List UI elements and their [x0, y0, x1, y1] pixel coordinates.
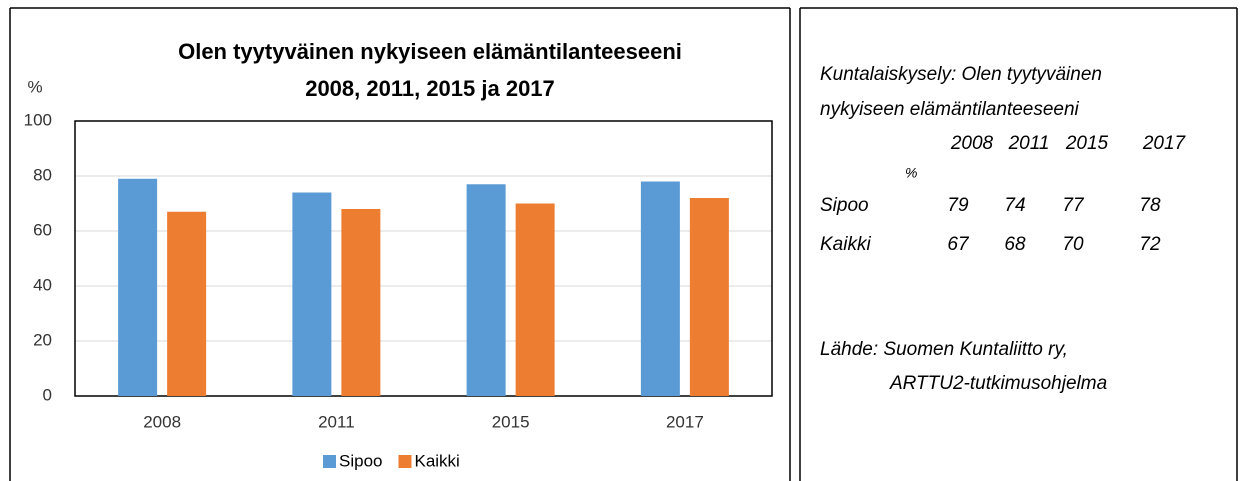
side-unit: % [905, 165, 917, 181]
side-value: 68 [1004, 234, 1026, 255]
side-value: 67 [947, 234, 970, 255]
y-axis-label: % [27, 77, 42, 96]
side-heading: nykyiseen elämäntilanteeseeni [820, 99, 1080, 120]
side-heading: Kuntalaiskysely: Olen tyytyväinen [820, 64, 1102, 85]
chart-title: Olen tyytyväinen nykyiseen elämäntilante… [178, 39, 682, 64]
bar [167, 211, 207, 396]
side-year: 2011 [1008, 133, 1050, 154]
y-tick-label: 0 [43, 385, 52, 404]
side-value: 79 [947, 195, 969, 216]
bar [466, 184, 506, 396]
legend-swatch [323, 455, 336, 468]
bar [640, 181, 680, 396]
legend-label: Sipoo [339, 451, 382, 470]
y-tick-label: 80 [33, 165, 52, 184]
bar [341, 209, 381, 396]
side-value: 78 [1139, 195, 1161, 216]
side-row-label: Sipoo [820, 195, 869, 216]
plot-frame [74, 120, 773, 397]
y-tick-label: 60 [33, 220, 52, 239]
x-tick-label: 2011 [318, 412, 355, 431]
side-year: 2017 [1142, 133, 1187, 154]
chart-title: 2008, 2011, 2015 ja 2017 [305, 76, 555, 101]
side-year: 2008 [950, 133, 994, 154]
side-value: 70 [1062, 234, 1084, 255]
x-tick-label: 2015 [492, 412, 530, 431]
side-source: ARTTU2-tutkimusohjelma [889, 373, 1107, 394]
side-year: 2015 [1065, 133, 1109, 154]
y-tick-label: 100 [24, 110, 52, 129]
bar [689, 198, 729, 396]
bar [515, 203, 555, 396]
x-tick-label: 2008 [143, 412, 181, 431]
y-tick-label: 20 [33, 330, 52, 349]
side-row-label: Kaikki [820, 234, 871, 255]
x-tick-label: 2017 [666, 412, 704, 431]
side-value: 74 [1004, 195, 1025, 216]
side-source: Lähde: Suomen Kuntaliitto ry, [820, 339, 1068, 360]
side-value: 72 [1139, 234, 1161, 255]
y-tick-label: 40 [33, 275, 52, 294]
side-value: 77 [1062, 195, 1085, 216]
bar [118, 178, 158, 396]
bar [292, 192, 332, 396]
legend-label: Kaikki [414, 451, 459, 470]
legend-swatch [398, 455, 412, 468]
